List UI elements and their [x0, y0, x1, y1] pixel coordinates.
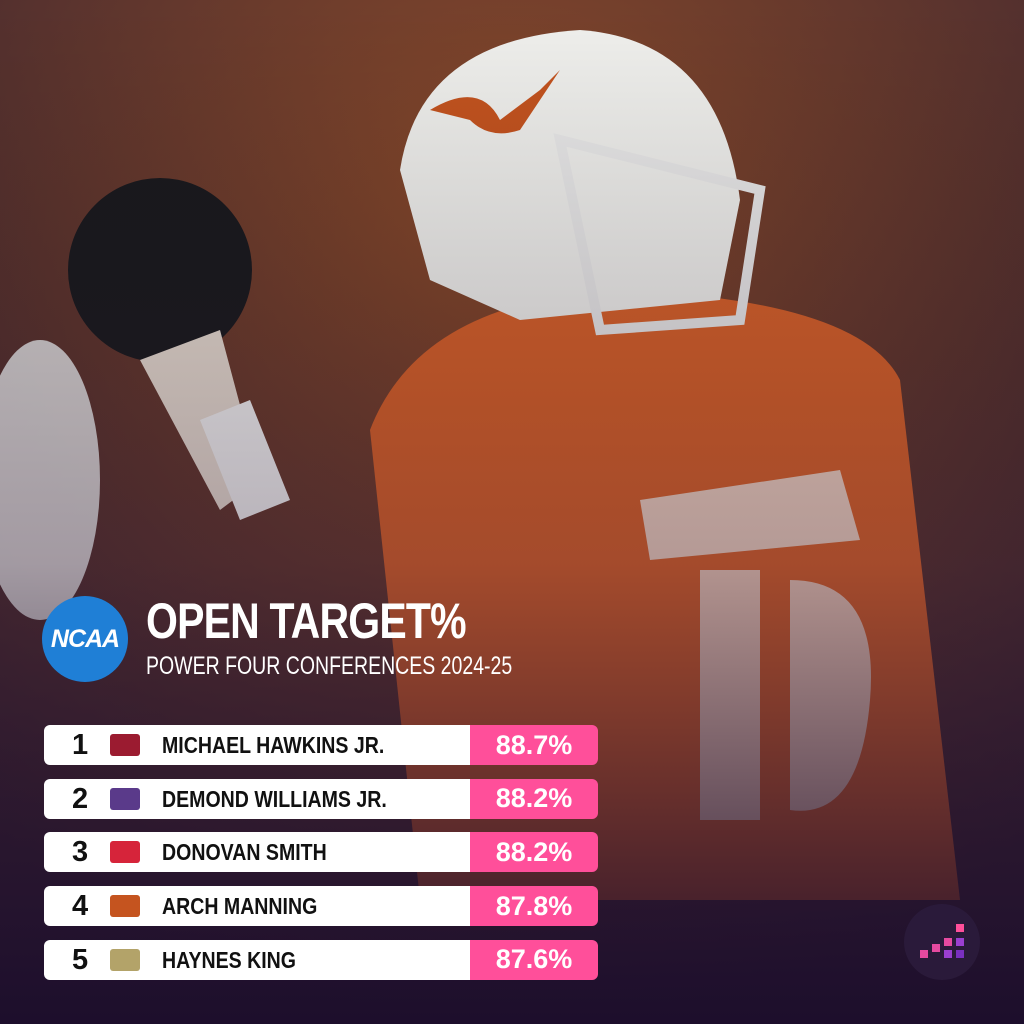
player-name: MICHAEL HAWKINS JR.	[162, 732, 385, 758]
leaderboard-row: 4 ARCH MANNING 87.8%	[44, 886, 598, 927]
team-logo	[110, 948, 140, 971]
subtitle: POWER FOUR CONFERENCES 2024-25	[146, 652, 513, 680]
brand-logo	[904, 904, 980, 980]
row-body: 5 HAYNES KING	[44, 939, 470, 980]
rank: 2	[72, 782, 89, 815]
title: OPEN TARGET%	[146, 593, 467, 649]
player-name: DONOVAN SMITH	[162, 839, 327, 866]
team-logo	[110, 895, 140, 918]
team-logo	[110, 841, 140, 864]
rank: 1	[72, 729, 89, 761]
player-name: DEMOND WILLIAMS JR.	[162, 785, 387, 812]
team-logo	[110, 787, 140, 810]
leaderboard-row: 1 MICHAEL HAWKINS JR. 88.7%	[44, 725, 598, 765]
row-body: 4 ARCH MANNING	[44, 886, 470, 927]
player-name: ARCH MANNING	[162, 893, 318, 920]
team-logo	[110, 734, 140, 756]
open-target-value: 88.2%	[470, 832, 598, 873]
leaderboard-row: 3 DONOVAN SMITH 88.2%	[44, 832, 598, 873]
brand-icon	[920, 924, 964, 958]
row-body: 3 DONOVAN SMITH	[44, 832, 470, 873]
leaderboard-row: 2 DEMOND WILLIAMS JR. 88.2%	[44, 778, 598, 819]
rank: 5	[72, 943, 89, 976]
rank: 3	[72, 836, 89, 869]
row-body: 1 MICHAEL HAWKINS JR.	[44, 725, 470, 765]
open-target-value: 88.7%	[470, 725, 598, 765]
leaderboard-row: 5 HAYNES KING 87.6%	[44, 939, 598, 980]
open-target-value: 88.2%	[470, 778, 598, 819]
open-target-value: 87.8%	[470, 886, 598, 927]
open-target-value: 87.6%	[470, 939, 598, 980]
player-name: HAYNES KING	[162, 946, 296, 973]
row-body: 2 DEMOND WILLIAMS JR.	[44, 778, 470, 819]
ncaa-logo: NCAA	[42, 596, 128, 682]
rank: 4	[72, 890, 89, 923]
